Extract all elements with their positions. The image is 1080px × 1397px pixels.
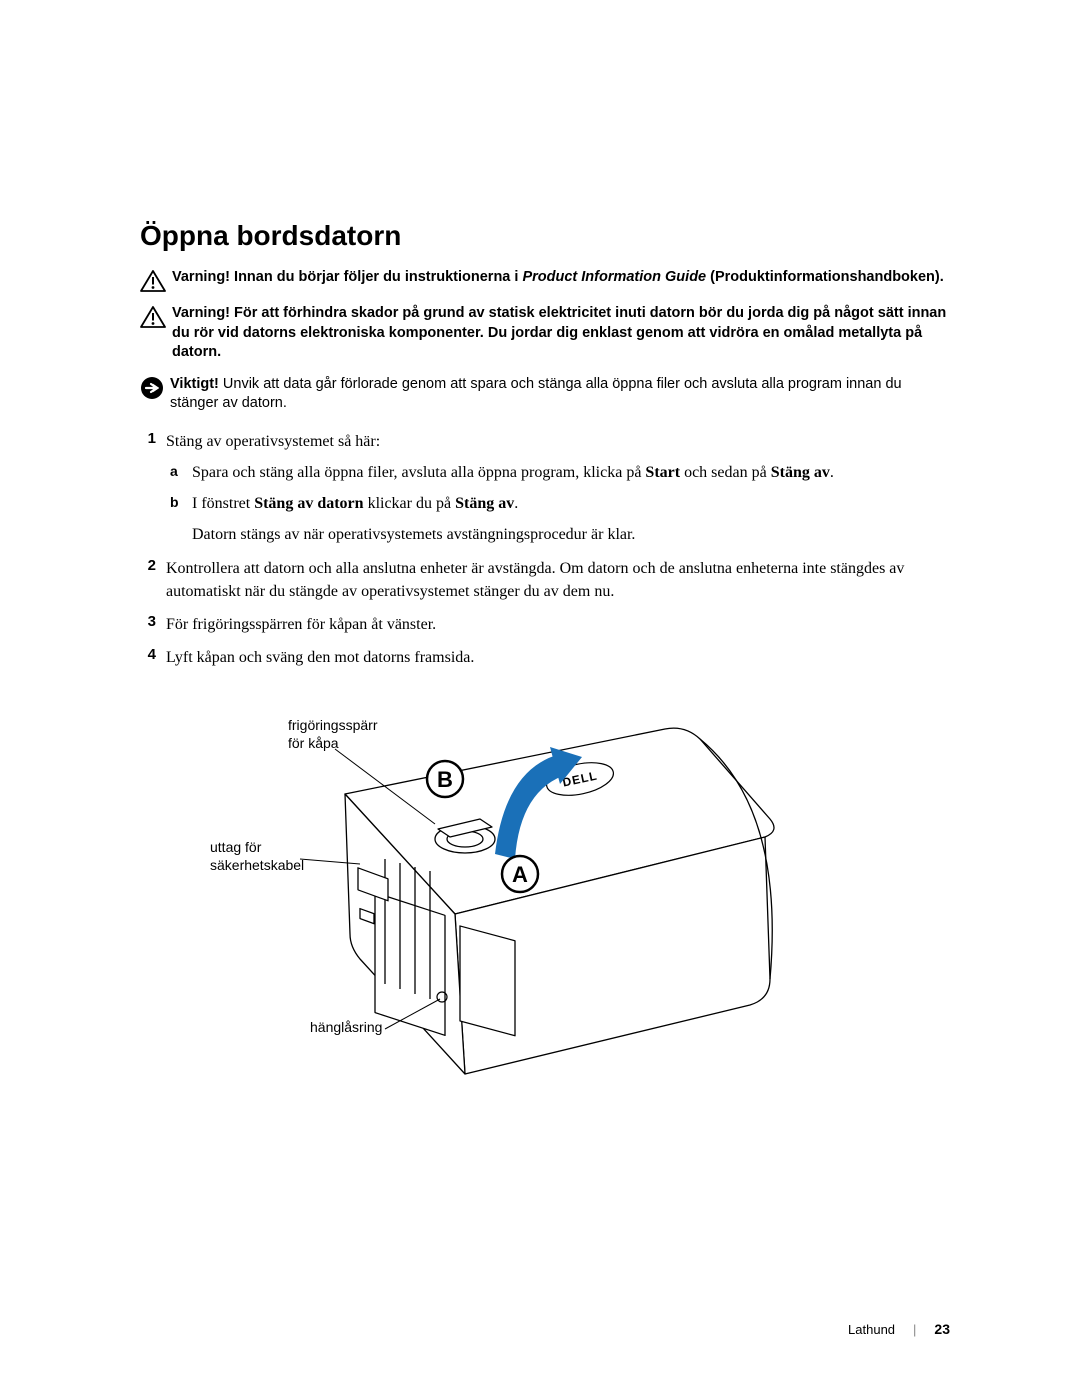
warning-text-2: Varning! För att förhindra skador på gru…	[172, 304, 950, 363]
substep-a: a Spara och stäng alla öppna filer, avsl…	[166, 461, 950, 484]
step-3: 3 För frigöringsspärren för kåpan åt vän…	[140, 613, 950, 636]
label-latch: frigöringsspärr för kåpa	[288, 717, 377, 752]
footer-section: Lathund	[848, 1322, 895, 1337]
step-number: 4	[140, 646, 166, 669]
step-1: 1 Stäng av operativsystemet så här: a Sp…	[140, 430, 950, 547]
marker-a: A	[502, 856, 538, 892]
step-text: För frigöringsspärren för kåpan åt vänst…	[166, 613, 950, 636]
step-number: 2	[140, 557, 166, 603]
footer-separator: |	[913, 1322, 916, 1337]
warning-text-1: Varning! Innan du börjar följer du instr…	[172, 268, 944, 288]
step-2: 2 Kontrollera att datorn och alla anslut…	[140, 557, 950, 603]
step-4: 4 Lyft kåpan och sväng den mot datorns f…	[140, 646, 950, 669]
warning-body: För att förhindra skador på grund av sta…	[172, 305, 946, 360]
warning-post: (Produktinformationshandboken).	[706, 269, 944, 285]
warning-label: Varning!	[172, 305, 230, 321]
step-text: Stäng av operativsystemet så här:	[166, 433, 380, 450]
footer-page-number: 23	[934, 1321, 950, 1337]
warning-label: Varning!	[172, 269, 230, 285]
notice-body: Unvik att data går förlorade genom att s…	[170, 376, 902, 412]
page-heading: Öppna bordsdatorn	[140, 220, 950, 252]
substep-b: b I fönstret Stäng av datorn klickar du …	[166, 492, 950, 546]
warning-block-1: Varning! Innan du börjar följer du instr…	[140, 268, 950, 292]
svg-text:A: A	[512, 862, 528, 887]
warning-italic: Product Information Guide	[522, 269, 706, 285]
page-footer: Lathund | 23	[848, 1321, 950, 1337]
label-padlock: hänglåsring	[310, 1019, 382, 1037]
caution-icon	[140, 270, 166, 292]
step-number: 1	[140, 430, 166, 547]
label-cable: uttag för säkerhetskabel	[210, 839, 304, 874]
page: Öppna bordsdatorn Varning! Innan du börj…	[0, 0, 1080, 1397]
substep-after: Datorn stängs av när operativsystemets a…	[192, 523, 950, 546]
notice-text: Viktigt! Unvik att data går förlorade ge…	[170, 375, 950, 414]
substep-body: Spara och stäng alla öppna filer, avslut…	[192, 461, 950, 484]
substep-letter: b	[166, 492, 192, 546]
warning-pre: Innan du börjar följer du instruktionern…	[230, 269, 522, 285]
marker-b: B	[427, 761, 463, 797]
substep-body: I fönstret Stäng av datorn klickar du på…	[192, 492, 950, 546]
computer-figure: DELL B A frigöringsspä	[210, 699, 850, 1109]
svg-text:B: B	[437, 767, 453, 792]
step-text: Lyft kåpan och sväng den mot datorns fra…	[166, 646, 950, 669]
step-text: Kontrollera att datorn och alla anslutna…	[166, 557, 950, 603]
notice-icon	[140, 376, 164, 400]
caution-icon	[140, 306, 166, 328]
notice-label: Viktigt!	[170, 376, 219, 392]
step-number: 3	[140, 613, 166, 636]
notice-block: Viktigt! Unvik att data går förlorade ge…	[140, 375, 950, 414]
substep-letter: a	[166, 461, 192, 484]
step-body: Stäng av operativsystemet så här: a Spar…	[166, 430, 950, 547]
warning-block-2: Varning! För att förhindra skador på gru…	[140, 304, 950, 363]
